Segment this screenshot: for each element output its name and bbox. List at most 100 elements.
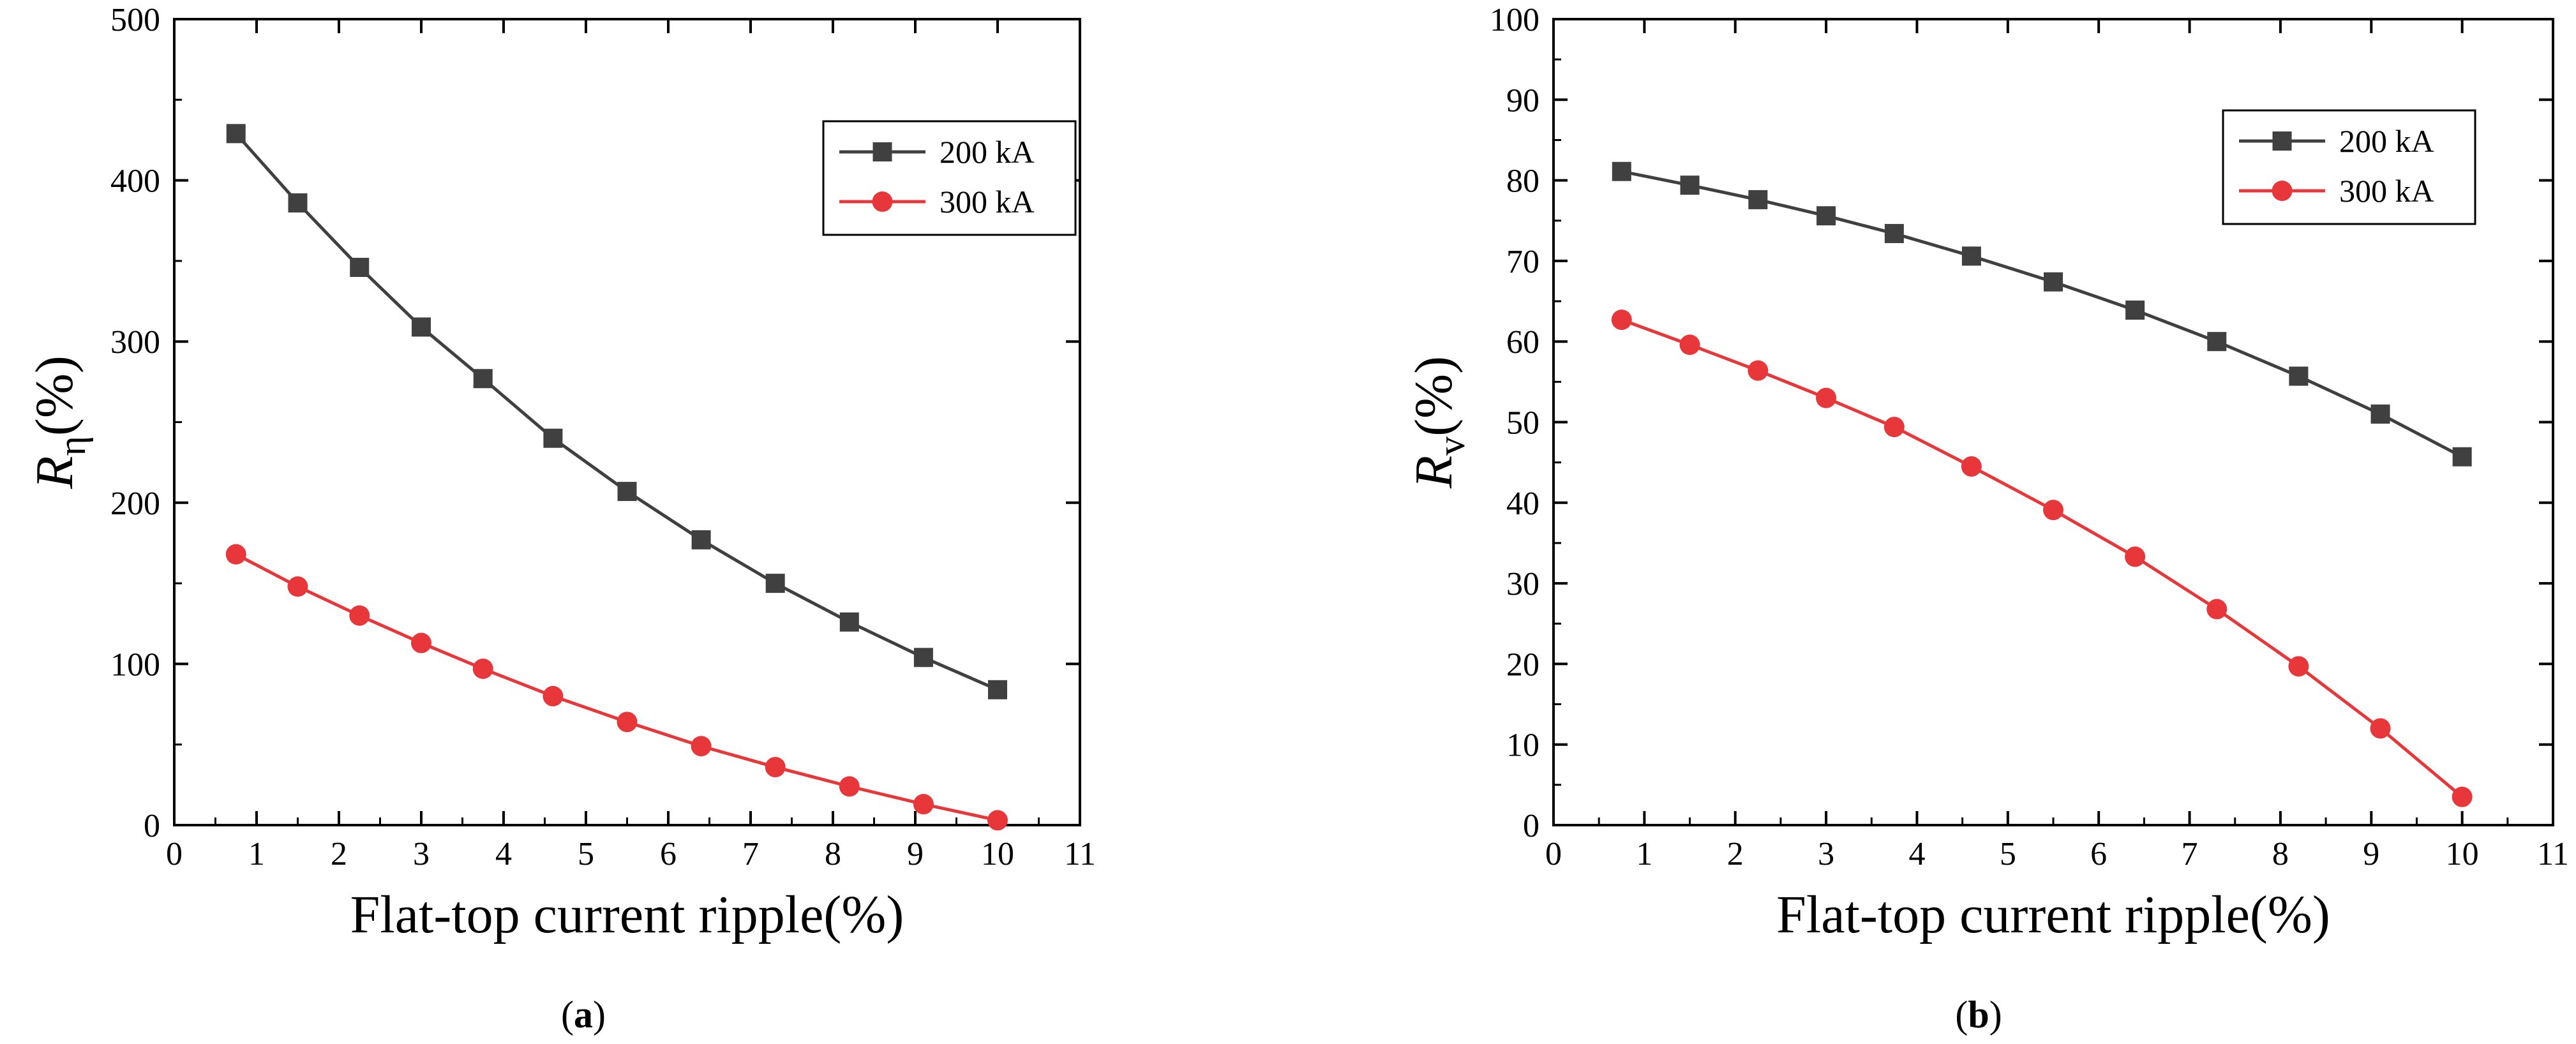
chart-b-series-0-point-4 [1884, 223, 1904, 243]
chart-a-x-tick-label-0: 0 [166, 836, 183, 872]
chart-a-series-0-point-2 [350, 258, 370, 278]
chart-a-series-0-point-10 [913, 648, 933, 667]
chart-a-x-tick-label-2: 2 [331, 836, 347, 872]
chart-b-x-tick-label-1: 1 [1636, 836, 1652, 872]
chart-a-series-1 [225, 544, 1008, 831]
chart-b-x-tick-label-5: 5 [2000, 836, 2016, 872]
chart-b-series-0-line [1621, 170, 2463, 459]
chart-a-legend: 200 kA 300 kA [822, 120, 1077, 236]
chart-b-y-tick-label-8: 80 [1506, 163, 1539, 200]
chart-b-series-0-point-9 [2289, 366, 2309, 386]
chart-b-series-0-point-6 [2044, 272, 2063, 292]
chart-a-series-0-point-4 [473, 369, 493, 389]
chart-a-y-axis-title-unit: (%) [25, 355, 84, 436]
chart-b-y-axis-title-sub: v [1430, 436, 1472, 456]
chart-b-series-0-point-7 [2125, 300, 2145, 320]
chart-a-legend-box [822, 120, 1077, 236]
chart-b-series-1-point-9 [2288, 656, 2309, 677]
chart-a-series-0-point-5 [543, 428, 563, 448]
chart-b-x-tick-label-10: 10 [2446, 836, 2479, 872]
chart-b-y-axis-title: Rv(%) [1404, 356, 1472, 489]
chart-b-x-tick-label-3: 3 [1818, 836, 1834, 872]
chart-a-series-0-point-1 [288, 193, 308, 213]
chart-a-y-tick-label-5: 500 [110, 2, 160, 38]
chart-b-x-tick-label-9: 9 [2363, 836, 2379, 872]
chart-panel-a: 0 1 2 3 4 5 6 7 8 9 10 11 0 100 200 300 400 500 Flat-top c… [25, 2, 1096, 1036]
chart-a-x-tick-label-4: 4 [495, 836, 512, 872]
chart-b-legend-label-1: 300 kA [2339, 173, 2434, 209]
chart-a-series-1-point-10 [913, 794, 934, 815]
chart-b-series-0-point-8 [2207, 332, 2227, 352]
chart-a-y-tick-label-4: 400 [110, 163, 160, 200]
chart-a-x-tick-label-5: 5 [578, 836, 594, 872]
chart-a-series-1-line [235, 553, 998, 822]
chart-a-y-axis-title: Rη(%) [25, 355, 93, 489]
chart-b-legend-label-0: 200 kA [2339, 123, 2434, 159]
chart-a-panel-label: (a) [561, 994, 606, 1036]
chart-b-series-0 [1612, 161, 2472, 466]
chart-a-x-tick-label-9: 9 [907, 836, 924, 872]
chart-b-series-1-point-7 [2125, 546, 2146, 567]
chart-a-y-tick-label-2: 200 [110, 486, 160, 522]
chart-b-series-1-line [1621, 318, 2464, 798]
chart-a-y-tick-label-1: 100 [110, 646, 160, 683]
chart-a-legend-marker-0 [872, 142, 892, 161]
chart-b-series-0-point-0 [1612, 161, 1631, 181]
chart-b-series-0-point-11 [2452, 447, 2472, 466]
chart-b-legend-marker-0 [2272, 131, 2292, 151]
chart-b-series-1-point-3 [1816, 387, 1837, 408]
chart-b-series-0-point-10 [2370, 404, 2390, 424]
chart-a-x-tick-label-11: 11 [1064, 836, 1096, 872]
chart-b-series-1-point-5 [1961, 456, 1982, 477]
chart-a-x-axis-title: Flat-top current ripple(%) [350, 885, 904, 944]
chart-a-series-1-point-2 [349, 605, 370, 626]
chart-a-series-1-point-9 [839, 776, 860, 797]
chart-a-x-tick-label-3: 3 [413, 836, 430, 872]
chart-b-series-1 [1611, 309, 2473, 807]
chart-b-x-tick-label-7: 7 [2182, 836, 2198, 872]
chart-a-series-1-point-0 [225, 544, 246, 565]
chart-a-y-axis-title-main: R [25, 456, 84, 489]
chart-b-y-tick-label-0: 0 [1523, 808, 1539, 844]
chart-a-series-0-point-0 [226, 124, 246, 144]
chart-b-y-tick-label-2: 20 [1506, 646, 1539, 683]
chart-b-series-1-point-8 [2206, 599, 2228, 620]
chart-a-legend-label-1: 300 kA [940, 184, 1035, 220]
chart-b-x-tick-label-6: 6 [2090, 836, 2107, 872]
chart-b-series-1-point-11 [2452, 786, 2473, 807]
chart-a-x-tick-label-7: 7 [742, 836, 759, 872]
chart-b-series-0-point-2 [1748, 190, 1768, 209]
chart-a-series-1-point-1 [287, 576, 308, 597]
chart-a-x-tick-label-6: 6 [660, 836, 677, 872]
chart-b-series-1-point-0 [1611, 309, 1632, 331]
chart-a-series-0 [226, 124, 1007, 699]
chart-b-x-tick-label-2: 2 [1727, 836, 1744, 872]
chart-b-legend-marker-1 [2272, 181, 2293, 201]
chart-b-y-tick-label-9: 90 [1506, 82, 1539, 119]
chart-b-series-1-point-2 [1748, 360, 1769, 381]
chart-b-x-tick-label-11: 11 [2537, 836, 2569, 872]
chart-a-y-tick-label-0: 0 [144, 808, 160, 844]
chart-b-y-tick-label-7: 70 [1506, 244, 1539, 280]
chart-a-y-axis-title-sub: η [51, 436, 93, 456]
chart-a-series-0-point-7 [691, 530, 711, 549]
chart-a-series-0-point-8 [765, 574, 785, 593]
chart-a-x-tick-label-1: 1 [248, 836, 265, 872]
chart-b-y-tick-label-5: 50 [1506, 405, 1539, 442]
chart-a-y-tick-label-3: 300 [110, 324, 160, 361]
chart-b-y-tick-label-6: 60 [1506, 324, 1539, 361]
chart-a-series-0-point-9 [839, 612, 859, 632]
chart-b-x-axis-title: Flat-top current ripple(%) [1776, 885, 2330, 944]
chart-b-series-0-point-5 [1961, 246, 1981, 266]
chart-b-y-tick-label-10: 100 [1490, 2, 1539, 38]
chart-a-series-1-point-11 [987, 810, 1008, 831]
chart-b-y-tick-label-3: 30 [1506, 566, 1539, 602]
chart-b-y-tick-label-4: 40 [1506, 486, 1539, 522]
chart-b-legend: 200 kA 300 kA [2222, 109, 2476, 225]
chart-b-panel-label: (b) [1955, 994, 2002, 1036]
chart-b-x-tick-label-0: 0 [1545, 836, 1562, 872]
chart-b-x-tick-label-4: 4 [1908, 836, 1925, 872]
chart-b-series-0-point-1 [1680, 175, 1700, 195]
chart-a-series-0-point-3 [412, 317, 431, 337]
